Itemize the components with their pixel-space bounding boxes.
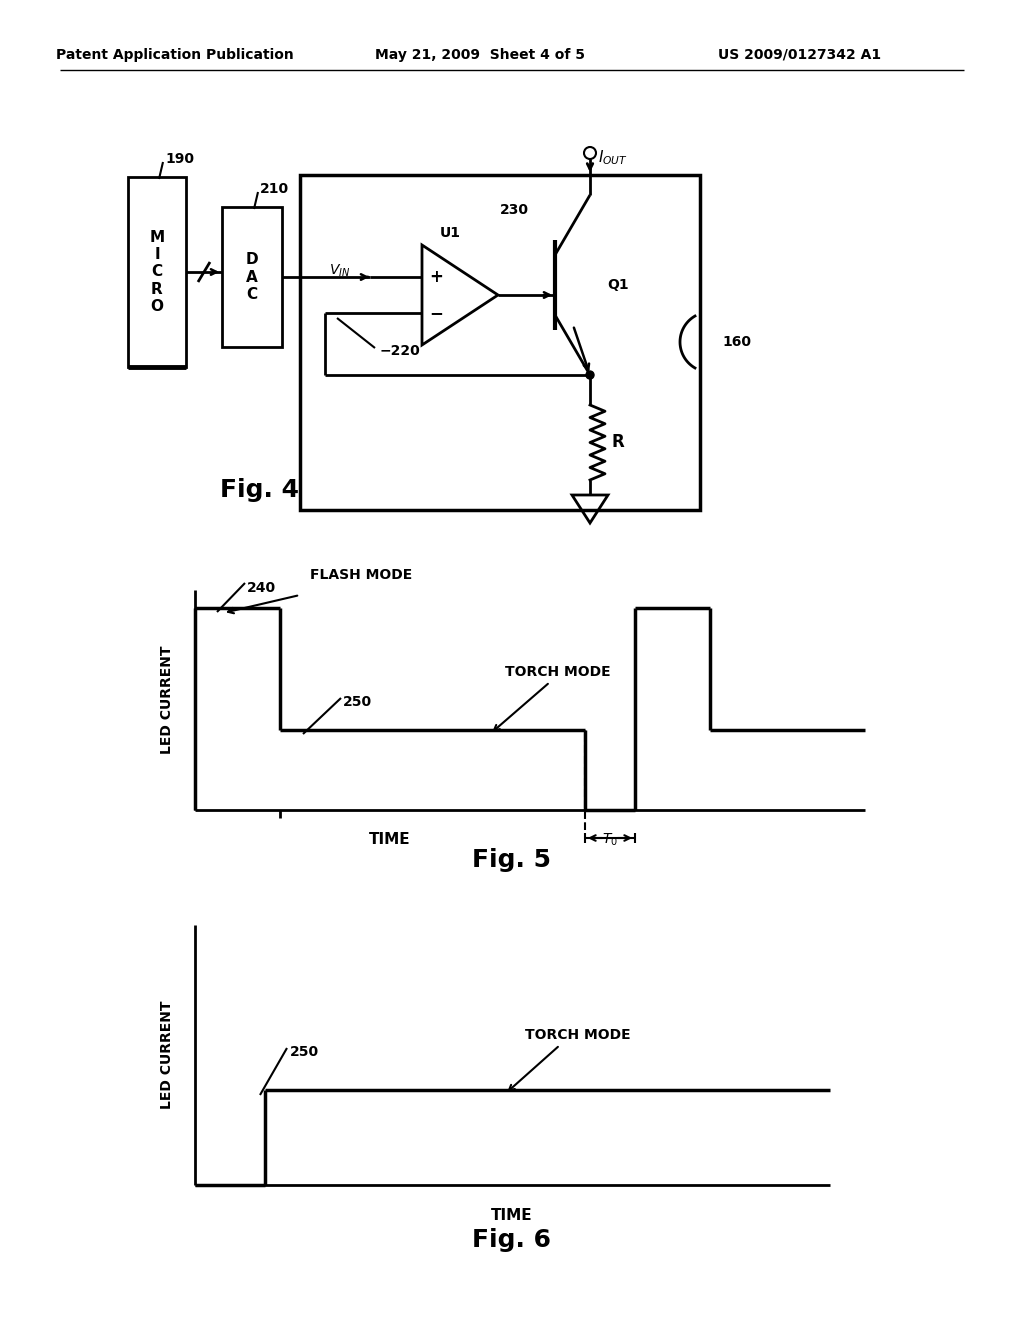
Text: $T_0$: $T_0$ [602, 832, 618, 849]
Text: LED CURRENT: LED CURRENT [160, 645, 174, 754]
Text: 240: 240 [247, 581, 276, 595]
Text: U1: U1 [439, 226, 461, 240]
Text: $I_{OUT}$: $I_{OUT}$ [598, 149, 628, 168]
Bar [128, 177, 186, 367]
Text: Patent Application Publication: Patent Application Publication [56, 48, 294, 62]
Text: 160: 160 [722, 335, 751, 348]
Text: D
A
C: D A C [246, 252, 258, 302]
Text: 250: 250 [343, 696, 372, 709]
Text: LED CURRENT: LED CURRENT [160, 1001, 174, 1109]
Text: TIME: TIME [492, 1208, 532, 1222]
Text: Q1: Q1 [607, 279, 629, 292]
Text: May 21, 2009  Sheet 4 of 5: May 21, 2009 Sheet 4 of 5 [375, 48, 585, 62]
Text: −: − [429, 304, 443, 322]
Text: 190: 190 [165, 152, 194, 166]
Text: −220: −220 [380, 345, 421, 358]
Text: TIME: TIME [370, 833, 411, 847]
Text: 230: 230 [500, 203, 529, 216]
Bar [222, 207, 282, 347]
Text: 210: 210 [260, 182, 289, 195]
Text: M
I
C
R
O: M I C R O [150, 230, 165, 314]
Text: Fig. 4: Fig. 4 [220, 478, 299, 502]
Text: FLASH MODE: FLASH MODE [310, 568, 413, 582]
Text: Fig. 5: Fig. 5 [472, 847, 552, 873]
Circle shape [586, 371, 594, 379]
Text: TORCH MODE: TORCH MODE [525, 1028, 631, 1041]
Text: Fig. 6: Fig. 6 [472, 1228, 552, 1251]
Text: +: + [429, 268, 443, 286]
Text: R: R [611, 433, 625, 451]
Text: 250: 250 [290, 1045, 319, 1059]
Bar [300, 176, 700, 510]
Text: $V_{IN}$: $V_{IN}$ [330, 263, 350, 279]
Text: TORCH MODE: TORCH MODE [505, 665, 610, 678]
Text: US 2009/0127342 A1: US 2009/0127342 A1 [719, 48, 882, 62]
